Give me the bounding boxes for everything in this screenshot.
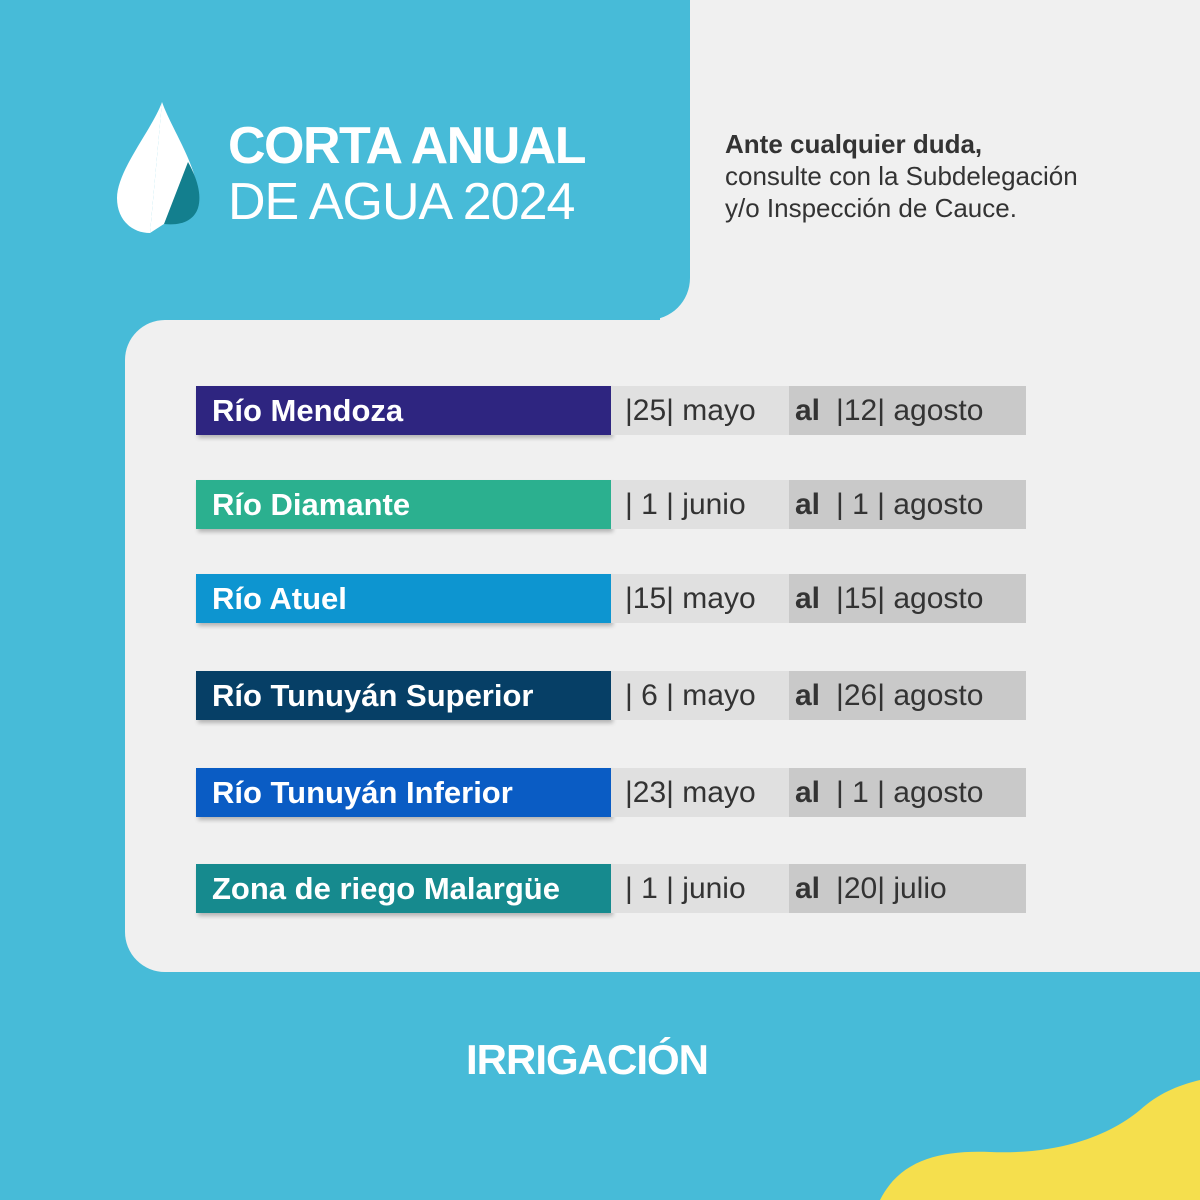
river-name: Río Tunuyán Superior xyxy=(196,671,611,720)
end-date-cell: al | 1 | agosto xyxy=(789,480,1026,529)
schedule-row: Río Tunuyán Superior | 6 | mayo al |26| a… xyxy=(196,671,1026,720)
page-title: CORTA ANUAL DE AGUA 2024 xyxy=(228,117,587,231)
schedule-row: Río Diamante | 1 | junio al | 1 | agosto xyxy=(196,480,1026,529)
river-name: Río Atuel xyxy=(196,574,611,623)
contact-note: Ante cualquier duda, consulte con la Sub… xyxy=(725,128,1078,224)
water-drop-icon xyxy=(117,102,200,233)
note-line-2: consulte con la Subdelegación xyxy=(725,161,1078,191)
end-date-cell: al | 1 | agosto xyxy=(789,768,1026,817)
al-connector: al xyxy=(795,394,821,427)
note-bold: Ante cualquier duda, xyxy=(725,129,983,159)
start-date: | 1 | junio xyxy=(611,480,789,529)
start-date: | 1 | junio xyxy=(611,864,789,913)
end-date: | 1 | agosto xyxy=(836,488,984,521)
end-date: |26| agosto xyxy=(836,679,984,712)
start-date: | 6 | mayo xyxy=(611,671,789,720)
end-date: | 1 | agosto xyxy=(836,776,984,809)
background-gray-area xyxy=(660,0,1200,360)
title-line-1: CORTA ANUAL xyxy=(228,117,587,175)
header-panel xyxy=(0,0,690,320)
schedule-row: Río Mendoza |25| mayo al |12| agosto xyxy=(196,386,1026,435)
al-connector: al xyxy=(795,582,821,615)
start-date: |15| mayo xyxy=(611,574,789,623)
schedule-row: Río Tunuyán Inferior |23| mayo al | 1 | a… xyxy=(196,768,1026,817)
end-date-cell: al |15| agosto xyxy=(789,574,1026,623)
irrigacion-logo: IRRIGACIÓN xyxy=(466,1036,709,1083)
end-date-cell: al |26| agosto xyxy=(789,671,1026,720)
end-date: |12| agosto xyxy=(836,394,984,427)
end-date-cell: al |20| julio xyxy=(789,864,1026,913)
schedule-row: Río Atuel |15| mayo al |15| agosto xyxy=(196,574,1026,623)
schedule-row: Zona de riego Malargüe | 1 | junio al |20… xyxy=(196,864,1026,913)
start-date: |25| mayo xyxy=(611,386,789,435)
end-date: |15| agosto xyxy=(836,582,984,615)
river-name: Río Diamante xyxy=(196,480,611,529)
end-date-cell: al |12| agosto xyxy=(789,386,1026,435)
river-name: Río Mendoza xyxy=(196,386,611,435)
river-name: Río Tunuyán Inferior xyxy=(196,768,611,817)
note-line-3: y/o Inspección de Cauce. xyxy=(725,193,1017,223)
start-date: |23| mayo xyxy=(611,768,789,817)
title-line-2: DE AGUA 2024 xyxy=(228,173,575,231)
end-date: |20| julio xyxy=(836,872,947,905)
al-connector: al xyxy=(795,872,821,905)
al-connector: al xyxy=(795,679,821,712)
al-connector: al xyxy=(795,776,821,809)
river-name: Zona de riego Malargüe xyxy=(196,864,611,913)
al-connector: al xyxy=(795,488,821,521)
yellow-wave-decoration xyxy=(880,1080,1200,1200)
